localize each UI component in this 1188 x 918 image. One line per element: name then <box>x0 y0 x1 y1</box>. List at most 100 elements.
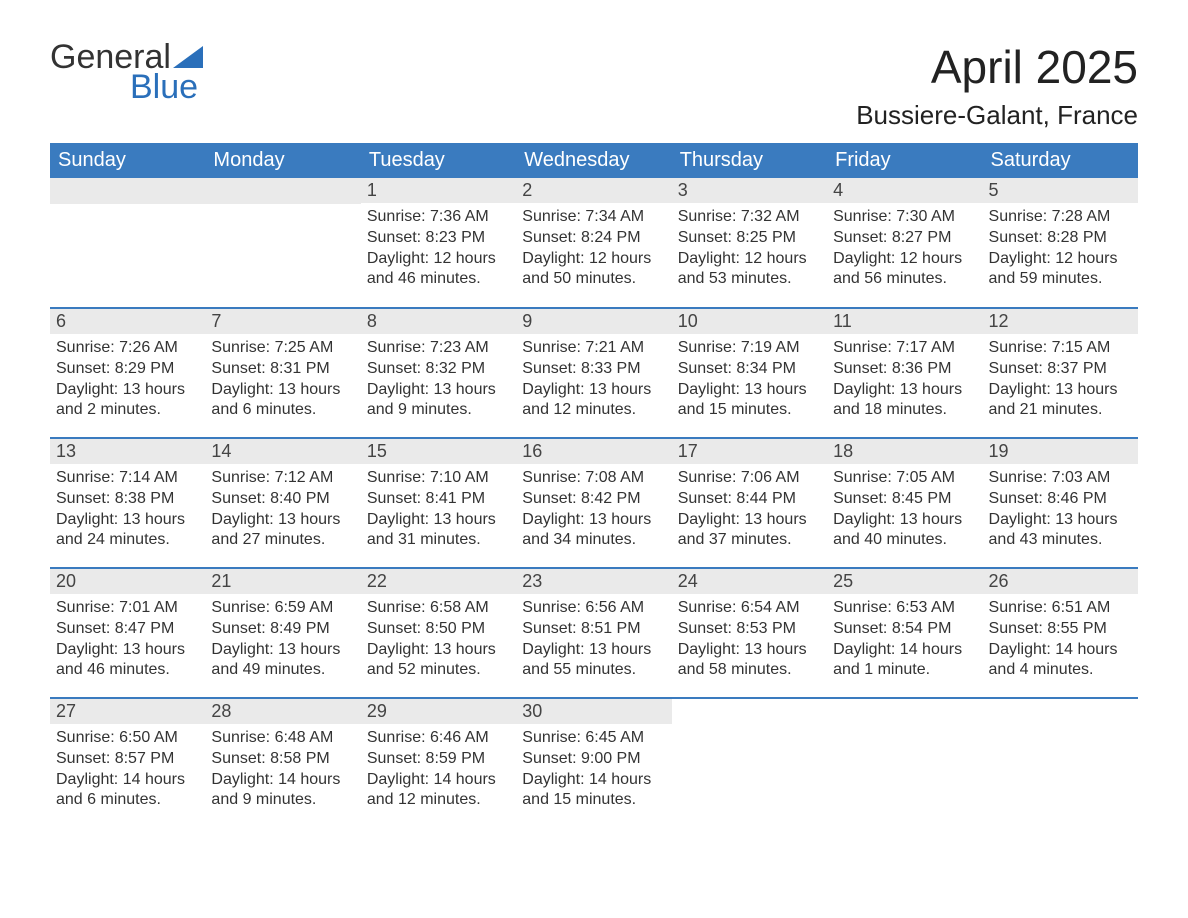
day-details: Sunrise: 7:32 AMSunset: 8:25 PMDaylight:… <box>672 203 827 294</box>
day-number: 19 <box>983 439 1138 464</box>
day-number: 3 <box>672 178 827 203</box>
day-number: 2 <box>516 178 671 203</box>
daylight-line: Daylight: 13 hours and 6 minutes. <box>211 380 354 422</box>
daylight-line: Daylight: 13 hours and 31 minutes. <box>367 510 510 552</box>
daylight-line: Daylight: 14 hours and 4 minutes. <box>989 640 1132 682</box>
sunrise-line: Sunrise: 6:50 AM <box>56 728 199 749</box>
calendar-cell: 17Sunrise: 7:06 AMSunset: 8:44 PMDayligh… <box>672 438 827 568</box>
sunrise-line: Sunrise: 7:25 AM <box>211 338 354 359</box>
day-number: 26 <box>983 569 1138 594</box>
day-details: Sunrise: 6:56 AMSunset: 8:51 PMDaylight:… <box>516 594 671 685</box>
calendar-cell: 27Sunrise: 6:50 AMSunset: 8:57 PMDayligh… <box>50 698 205 828</box>
day-details: Sunrise: 7:05 AMSunset: 8:45 PMDaylight:… <box>827 464 982 555</box>
day-number: 17 <box>672 439 827 464</box>
day-details: Sunrise: 7:06 AMSunset: 8:44 PMDaylight:… <box>672 464 827 555</box>
sunset-line: Sunset: 8:33 PM <box>522 359 665 380</box>
sunset-line: Sunset: 8:34 PM <box>678 359 821 380</box>
sunrise-line: Sunrise: 7:17 AM <box>833 338 976 359</box>
calendar-cell: 1Sunrise: 7:36 AMSunset: 8:23 PMDaylight… <box>361 178 516 308</box>
sunset-line: Sunset: 8:23 PM <box>367 228 510 249</box>
sunrise-line: Sunrise: 7:05 AM <box>833 468 976 489</box>
day-header: Sunday <box>50 143 205 178</box>
daylight-line: Daylight: 13 hours and 18 minutes. <box>833 380 976 422</box>
day-details: Sunrise: 7:08 AMSunset: 8:42 PMDaylight:… <box>516 464 671 555</box>
day-number: 30 <box>516 699 671 724</box>
calendar-cell: 25Sunrise: 6:53 AMSunset: 8:54 PMDayligh… <box>827 568 982 698</box>
sunset-line: Sunset: 8:29 PM <box>56 359 199 380</box>
daylight-line: Daylight: 12 hours and 50 minutes. <box>522 249 665 291</box>
sunrise-line: Sunrise: 6:54 AM <box>678 598 821 619</box>
calendar-cell: 22Sunrise: 6:58 AMSunset: 8:50 PMDayligh… <box>361 568 516 698</box>
day-number: 29 <box>361 699 516 724</box>
day-details: Sunrise: 7:26 AMSunset: 8:29 PMDaylight:… <box>50 334 205 425</box>
sunrise-line: Sunrise: 7:30 AM <box>833 207 976 228</box>
calendar-week: 27Sunrise: 6:50 AMSunset: 8:57 PMDayligh… <box>50 698 1138 828</box>
calendar-body: 1Sunrise: 7:36 AMSunset: 8:23 PMDaylight… <box>50 178 1138 828</box>
sunrise-line: Sunrise: 7:34 AM <box>522 207 665 228</box>
sunrise-line: Sunrise: 7:36 AM <box>367 207 510 228</box>
calendar-cell <box>672 698 827 828</box>
day-number: 9 <box>516 309 671 334</box>
day-number: 16 <box>516 439 671 464</box>
calendar-week: 1Sunrise: 7:36 AMSunset: 8:23 PMDaylight… <box>50 178 1138 308</box>
empty-day-bar <box>50 178 205 204</box>
day-details: Sunrise: 7:36 AMSunset: 8:23 PMDaylight:… <box>361 203 516 294</box>
day-details: Sunrise: 7:10 AMSunset: 8:41 PMDaylight:… <box>361 464 516 555</box>
day-header: Friday <box>827 143 982 178</box>
calendar-cell <box>205 178 360 308</box>
day-details: Sunrise: 6:46 AMSunset: 8:59 PMDaylight:… <box>361 724 516 815</box>
brand-triangle-icon <box>173 46 203 68</box>
calendar-cell: 28Sunrise: 6:48 AMSunset: 8:58 PMDayligh… <box>205 698 360 828</box>
day-number: 20 <box>50 569 205 594</box>
sunrise-line: Sunrise: 7:23 AM <box>367 338 510 359</box>
sunset-line: Sunset: 8:51 PM <box>522 619 665 640</box>
daylight-line: Daylight: 14 hours and 15 minutes. <box>522 770 665 812</box>
calendar-cell: 23Sunrise: 6:56 AMSunset: 8:51 PMDayligh… <box>516 568 671 698</box>
day-details: Sunrise: 6:48 AMSunset: 8:58 PMDaylight:… <box>205 724 360 815</box>
day-header: Saturday <box>983 143 1138 178</box>
day-number: 25 <box>827 569 982 594</box>
daylight-line: Daylight: 14 hours and 9 minutes. <box>211 770 354 812</box>
daylight-line: Daylight: 12 hours and 53 minutes. <box>678 249 821 291</box>
calendar-cell: 30 Sunrise: 6:45 AMSunset: 9:00 PMDayligh… <box>516 698 671 828</box>
daylight-line: Daylight: 12 hours and 59 minutes. <box>989 249 1132 291</box>
day-details: Sunrise: 6:51 AMSunset: 8:55 PMDaylight:… <box>983 594 1138 685</box>
day-header: Tuesday <box>361 143 516 178</box>
sunset-line: Sunset: 8:45 PM <box>833 489 976 510</box>
daylight-line: Daylight: 13 hours and 46 minutes. <box>56 640 199 682</box>
calendar-cell: 3Sunrise: 7:32 AMSunset: 8:25 PMDaylight… <box>672 178 827 308</box>
day-number: 10 <box>672 309 827 334</box>
daylight-line: Daylight: 13 hours and 49 minutes. <box>211 640 354 682</box>
daylight-line: Daylight: 14 hours and 6 minutes. <box>56 770 199 812</box>
day-details: Sunrise: 7:30 AMSunset: 8:27 PMDaylight:… <box>827 203 982 294</box>
sunrise-line: Sunrise: 6:45 AM <box>522 728 665 749</box>
sunset-line: Sunset: 8:38 PM <box>56 489 199 510</box>
sunset-line: Sunset: 8:40 PM <box>211 489 354 510</box>
sunset-line: Sunset: 8:28 PM <box>989 228 1132 249</box>
day-number: 12 <box>983 309 1138 334</box>
sunset-line: Sunset: 9:00 PM <box>522 749 665 770</box>
daylight-line: Daylight: 13 hours and 55 minutes. <box>522 640 665 682</box>
calendar-cell: 9Sunrise: 7:21 AMSunset: 8:33 PMDaylight… <box>516 308 671 438</box>
daylight-line: Daylight: 13 hours and 9 minutes. <box>367 380 510 422</box>
daylight-line: Daylight: 12 hours and 46 minutes. <box>367 249 510 291</box>
calendar-cell: 26Sunrise: 6:51 AMSunset: 8:55 PMDayligh… <box>983 568 1138 698</box>
day-details: Sunrise: 7:25 AMSunset: 8:31 PMDaylight:… <box>205 334 360 425</box>
calendar-cell: 24Sunrise: 6:54 AMSunset: 8:53 PMDayligh… <box>672 568 827 698</box>
calendar-cell: 20Sunrise: 7:01 AMSunset: 8:47 PMDayligh… <box>50 568 205 698</box>
daylight-line: Daylight: 13 hours and 2 minutes. <box>56 380 199 422</box>
day-details: Sunrise: 7:19 AMSunset: 8:34 PMDaylight:… <box>672 334 827 425</box>
day-details: Sunrise: 6:50 AMSunset: 8:57 PMDaylight:… <box>50 724 205 815</box>
daylight-line: Daylight: 13 hours and 27 minutes. <box>211 510 354 552</box>
day-details: Sunrise: 7:23 AMSunset: 8:32 PMDaylight:… <box>361 334 516 425</box>
sunset-line: Sunset: 8:47 PM <box>56 619 199 640</box>
sunrise-line: Sunrise: 7:26 AM <box>56 338 199 359</box>
calendar-cell <box>50 178 205 308</box>
month-title: April 2025 <box>856 40 1138 94</box>
day-number: 28 <box>205 699 360 724</box>
daylight-line: Daylight: 13 hours and 12 minutes. <box>522 380 665 422</box>
day-number: 18 <box>827 439 982 464</box>
daylight-line: Daylight: 13 hours and 58 minutes. <box>678 640 821 682</box>
sunset-line: Sunset: 8:44 PM <box>678 489 821 510</box>
daylight-line: Daylight: 13 hours and 40 minutes. <box>833 510 976 552</box>
